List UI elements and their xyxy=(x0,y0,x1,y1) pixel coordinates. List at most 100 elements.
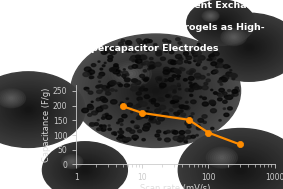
Circle shape xyxy=(196,77,200,79)
Circle shape xyxy=(85,43,226,138)
Circle shape xyxy=(203,11,218,21)
Circle shape xyxy=(157,84,160,86)
Y-axis label: Capacitance (F/g): Capacitance (F/g) xyxy=(42,88,52,162)
Circle shape xyxy=(105,57,207,125)
Circle shape xyxy=(11,98,45,121)
Circle shape xyxy=(189,73,192,75)
Circle shape xyxy=(205,12,237,33)
Circle shape xyxy=(87,105,94,110)
Circle shape xyxy=(0,88,60,131)
Circle shape xyxy=(0,81,72,139)
Circle shape xyxy=(133,47,137,50)
Circle shape xyxy=(185,55,188,56)
Circle shape xyxy=(230,35,268,60)
Circle shape xyxy=(89,76,93,79)
Circle shape xyxy=(110,89,114,91)
Circle shape xyxy=(163,39,168,42)
Circle shape xyxy=(229,34,239,40)
Circle shape xyxy=(144,88,148,91)
Circle shape xyxy=(57,151,113,189)
Circle shape xyxy=(23,106,34,113)
Circle shape xyxy=(97,119,99,121)
Circle shape xyxy=(197,60,201,63)
Circle shape xyxy=(108,125,110,126)
Circle shape xyxy=(234,89,239,93)
Circle shape xyxy=(168,78,174,81)
Circle shape xyxy=(121,131,124,133)
Circle shape xyxy=(126,41,132,45)
Circle shape xyxy=(179,135,185,139)
Circle shape xyxy=(100,125,106,129)
Circle shape xyxy=(210,101,216,105)
Circle shape xyxy=(215,25,283,70)
Circle shape xyxy=(189,136,283,189)
Circle shape xyxy=(192,85,195,87)
Circle shape xyxy=(117,65,143,83)
Circle shape xyxy=(4,94,18,103)
Circle shape xyxy=(136,92,141,95)
Circle shape xyxy=(138,41,143,44)
Circle shape xyxy=(171,60,177,65)
Circle shape xyxy=(137,115,143,119)
Circle shape xyxy=(0,77,77,142)
Circle shape xyxy=(134,125,139,129)
Circle shape xyxy=(98,76,102,78)
Circle shape xyxy=(198,119,203,122)
Circle shape xyxy=(158,138,161,140)
Circle shape xyxy=(179,105,185,109)
Circle shape xyxy=(198,86,202,89)
Circle shape xyxy=(183,131,283,189)
Circle shape xyxy=(174,112,176,114)
Circle shape xyxy=(196,126,202,130)
Circle shape xyxy=(127,72,184,110)
Circle shape xyxy=(149,62,155,66)
Circle shape xyxy=(130,74,181,108)
Circle shape xyxy=(105,88,110,91)
Circle shape xyxy=(96,85,100,88)
Circle shape xyxy=(199,142,282,189)
Circle shape xyxy=(194,5,248,41)
Circle shape xyxy=(74,163,96,178)
Circle shape xyxy=(139,114,142,116)
Circle shape xyxy=(223,108,226,109)
Circle shape xyxy=(74,36,238,146)
Circle shape xyxy=(242,43,256,52)
Circle shape xyxy=(105,50,109,53)
Circle shape xyxy=(239,169,243,171)
Circle shape xyxy=(179,131,185,134)
Text: Sol-Gel Synthesis of Carbon Spherogels as High-: Sol-Gel Synthesis of Carbon Spherogels a… xyxy=(6,23,264,32)
Circle shape xyxy=(241,42,258,53)
Circle shape xyxy=(142,81,170,100)
Circle shape xyxy=(174,69,180,73)
Circle shape xyxy=(219,88,224,92)
Circle shape xyxy=(163,70,170,74)
Circle shape xyxy=(104,125,106,127)
Circle shape xyxy=(119,84,123,87)
Circle shape xyxy=(118,135,123,138)
Circle shape xyxy=(71,161,74,163)
Circle shape xyxy=(25,107,32,112)
Circle shape xyxy=(140,55,147,60)
Circle shape xyxy=(160,86,164,89)
Circle shape xyxy=(120,124,123,125)
Circle shape xyxy=(219,120,221,121)
Circle shape xyxy=(64,156,106,184)
Circle shape xyxy=(191,135,195,138)
Circle shape xyxy=(178,85,180,87)
Circle shape xyxy=(61,154,109,186)
Circle shape xyxy=(148,68,150,70)
Circle shape xyxy=(148,63,154,67)
Circle shape xyxy=(125,74,129,76)
Circle shape xyxy=(196,63,200,66)
Circle shape xyxy=(90,123,93,125)
Circle shape xyxy=(177,113,180,114)
Circle shape xyxy=(177,83,180,85)
Circle shape xyxy=(119,104,121,105)
Circle shape xyxy=(211,127,214,129)
Circle shape xyxy=(232,92,238,96)
Circle shape xyxy=(136,55,140,58)
Circle shape xyxy=(186,134,283,189)
Circle shape xyxy=(131,121,134,123)
Circle shape xyxy=(172,75,176,77)
Circle shape xyxy=(209,15,212,17)
